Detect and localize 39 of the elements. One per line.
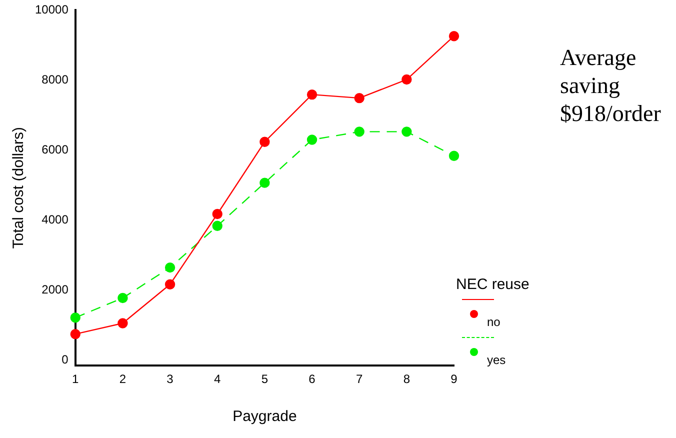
point — [448, 31, 460, 42]
legend-title: NEC reuse — [456, 276, 530, 293]
point — [164, 279, 176, 290]
x-tick-label: 2 — [119, 372, 126, 386]
point — [306, 89, 318, 100]
text: Average saving $918/order — [560, 44, 662, 128]
point — [354, 92, 364, 104]
x-tick-label: 4 — [214, 372, 222, 386]
y-tick-label: 2000 — [42, 282, 69, 297]
x-tick-label: 1 — [72, 372, 80, 386]
point — [118, 292, 128, 304]
legend-label: no — [487, 315, 500, 329]
x-tick-label: 3 — [166, 372, 174, 386]
x-tick-label: 9 — [450, 372, 458, 386]
x-axis-title: Paygrade — [232, 408, 297, 426]
point — [70, 312, 80, 323]
y-tick-label: 4000 — [42, 212, 69, 227]
point — [70, 328, 80, 340]
point — [448, 150, 460, 161]
x-tick-label: 8 — [403, 372, 410, 386]
point — [354, 126, 364, 137]
point — [212, 220, 222, 231]
y-tick-label: 10000 — [34, 2, 69, 17]
point — [118, 318, 128, 328]
x-tick-label: 7 — [356, 372, 363, 386]
x-tick-label: 6 — [308, 372, 316, 386]
y-tick-label: 0 — [62, 352, 69, 367]
point — [260, 136, 270, 147]
y-tick-label: 8000 — [42, 72, 69, 87]
point — [212, 208, 222, 220]
point — [306, 134, 318, 145]
legend-label: yes — [487, 353, 506, 367]
point — [402, 126, 412, 137]
point — [164, 262, 176, 273]
point — [402, 74, 412, 85]
y-tick-label: 6000 — [42, 142, 69, 157]
y-axis-title: Total cost (dollars) — [10, 127, 28, 249]
point — [260, 178, 270, 188]
x-tick-label: 5 — [261, 372, 268, 386]
